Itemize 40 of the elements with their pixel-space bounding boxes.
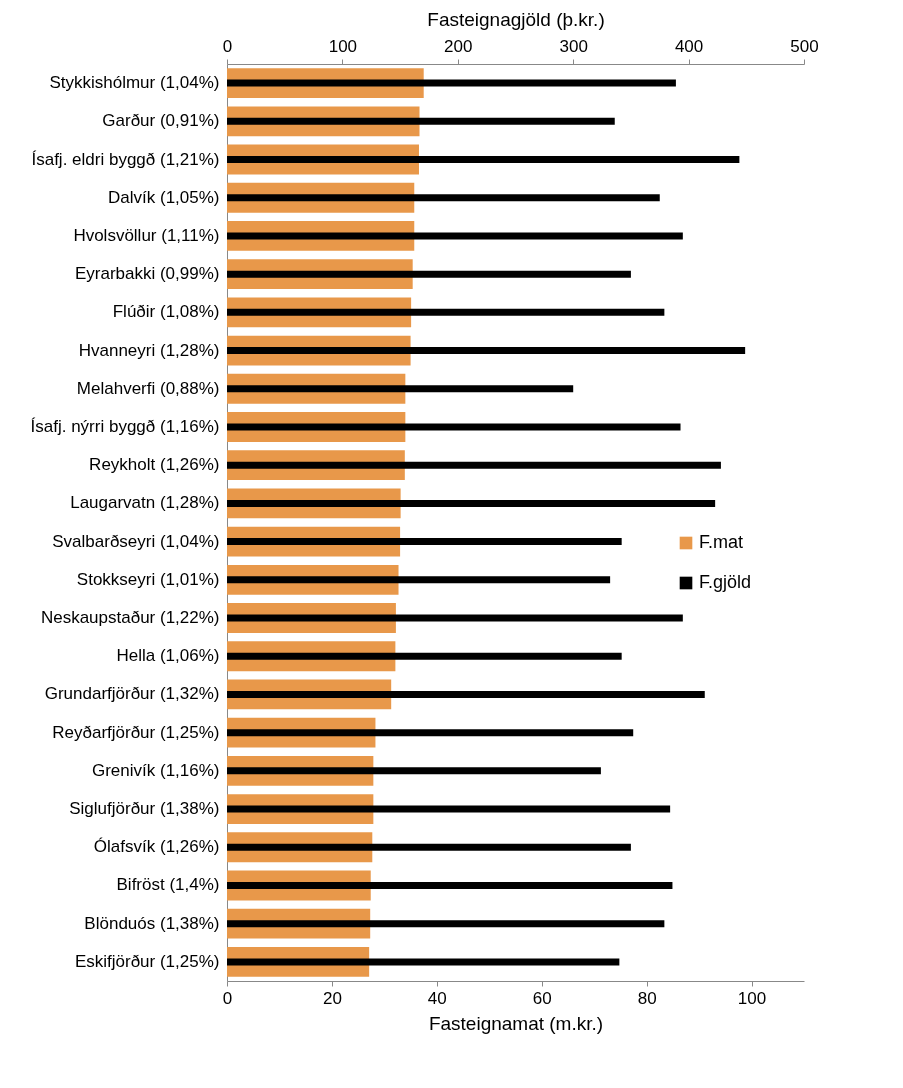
y-tick-label: Flúðir (1,08%) [112,302,220,322]
x2-tick-label: 100 [328,36,358,56]
y-tick-label: Ísafj. eldri byggð (1,21%) [31,149,220,169]
x-tick-label: 60 [532,988,552,1008]
x-tick-label: 0 [222,988,233,1008]
x2-tick-label: 200 [444,36,473,56]
x-tick-label: 20 [322,988,342,1008]
y-tick-label: Dalvík (1,05%) [108,187,220,207]
y-tick-label: Hella (1,06%) [116,646,220,666]
x-tick-label: 40 [427,988,447,1008]
y-tick-label: Reykholt (1,26%) [89,455,220,475]
y-tick-label: Ólafsvík (1,26%) [93,837,220,857]
y-tick-label: Svalbarðseyri (1,04%) [52,531,220,551]
y-tick-label: Hvanneyri (1,28%) [78,340,220,360]
x2-axis-title: Fasteignagjöld (þ.kr.) [427,8,605,30]
x-tick-label: 100 [737,988,767,1008]
x2-tick-label: 300 [559,36,588,56]
x2-tick-label: 500 [790,36,819,56]
x2-tick-label: 400 [674,36,704,56]
y-tick-label: Siglufjörður (1,38%) [69,799,220,819]
x2-tick-label: 0 [222,36,233,56]
y-tick-label: Bifröst (1,4%) [116,875,220,895]
y-tick-label: Stokkseyri (1,01%) [76,569,220,589]
y-tick-label: Ísafj. nýrri byggð (1,16%) [30,416,220,436]
x-axis-title: Fasteignamat (m.kr.) [428,1012,604,1034]
y-tick-label: Blönduós (1,38%) [84,913,220,933]
y-tick-label: Stykkishólmur (1,04%) [49,73,220,93]
y-tick-label: Grenivík (1,16%) [91,760,220,780]
y-tick-label: Eskifjörður (1,25%) [74,951,220,971]
y-tick-label: Laugarvatn (1,28%) [70,493,220,513]
y-tick-label: Hvolsvöllur (1,11%) [73,225,220,245]
legend-label: F.mat [699,532,744,552]
y-tick-label: Neskaupstaður (1,22%) [40,608,220,628]
y-tick-label: Garður (0,91%) [102,111,220,131]
x-tick-label: 80 [637,988,657,1008]
y-tick-label: Melahverfi (0,88%) [76,378,220,398]
legend-label: F.gjöld [699,572,752,592]
y-tick-label: Grundarfjörður (1,32%) [44,684,220,704]
y-tick-label: Eyrarbakki (0,99%) [74,264,220,284]
y-tick-label: Reyðarfjörður (1,25%) [52,722,220,742]
